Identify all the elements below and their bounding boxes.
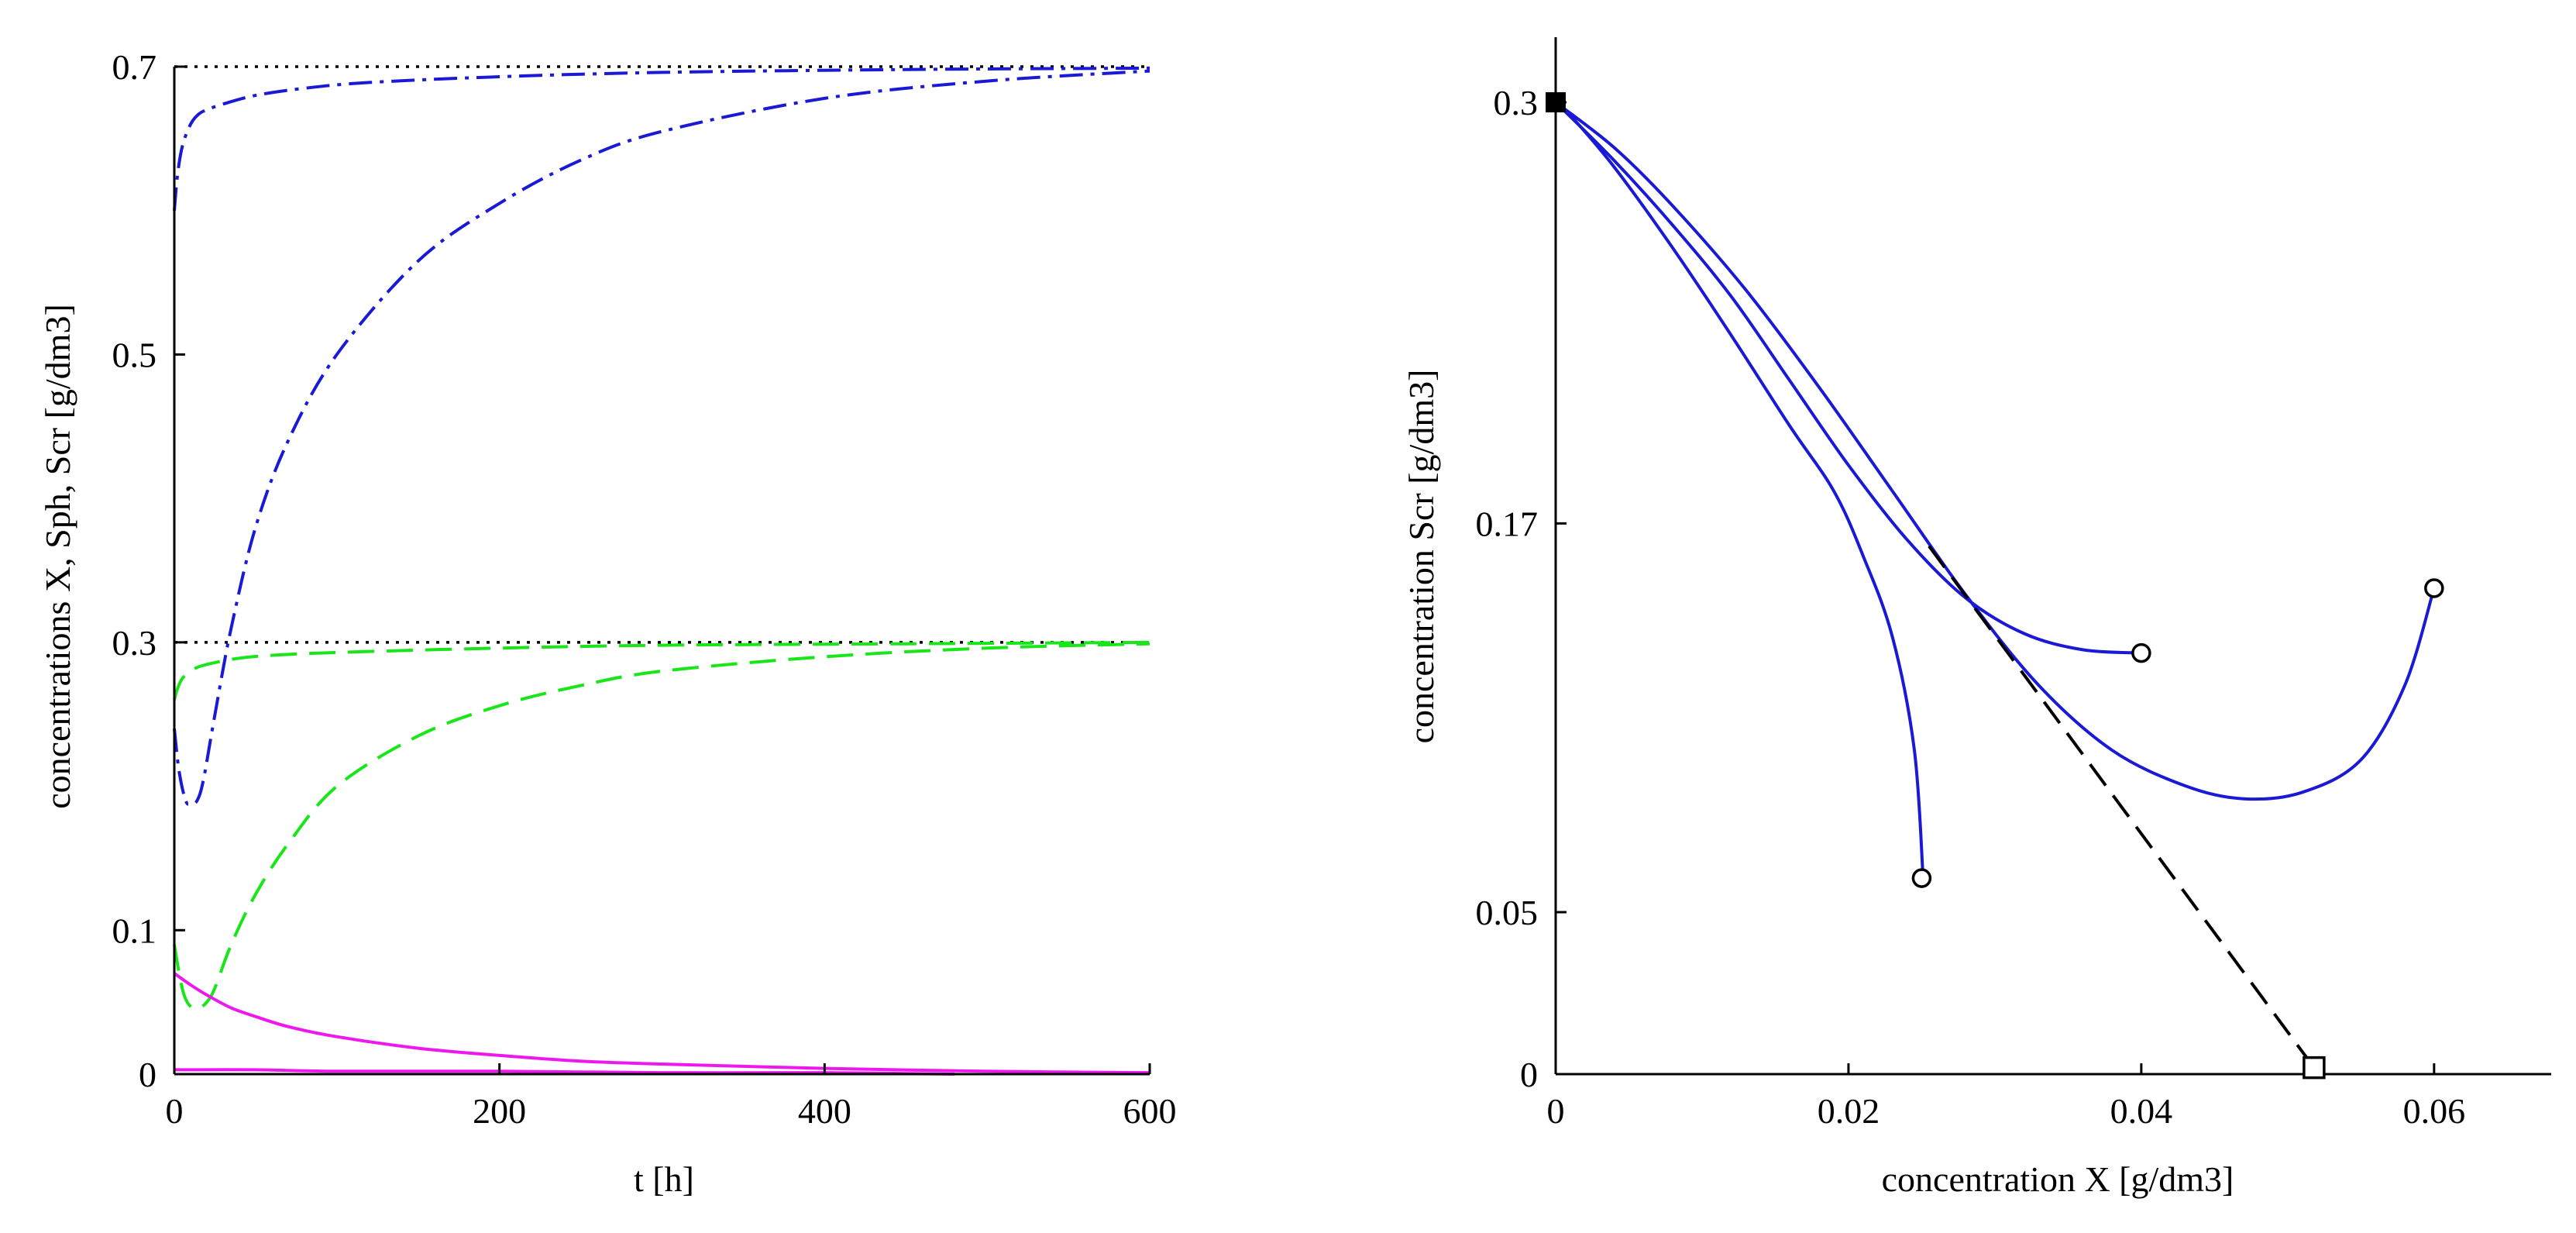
marker-start-circle-0.06 [2424,578,2444,598]
x-tick-label: 600 [1123,1091,1177,1131]
series-line-Scr-fast [173,640,1150,701]
y-axis-label: concentration Scr [g/dm3] [1401,370,1441,744]
marker-start-circle-0.025 [1911,868,1932,888]
y-tick-label: 0.3 [112,623,157,663]
series-line-trajectory-from-0.04 [1554,101,2142,655]
y-tick-label: 0.17 [1476,504,1539,543]
marker-start-circle-0.04 [2131,642,2151,663]
y-tick-label: 0 [1520,1055,1538,1094]
series-line-trajectory-from-0.025 [1554,101,1925,879]
phase-plane-chart: 0 0.02 0.04 0.06 0 0.05 0.17 0.3 concentration X… [1401,37,2551,1199]
series-line-balance-line [1928,545,2316,1069]
y-tick-label: 0 [139,1055,156,1094]
y-tick-label: 0.5 [112,335,157,374]
y-tick-label: 0.7 [112,47,157,87]
series-line-Sph-fast [173,66,1150,211]
x-tick-label: 0.04 [2110,1091,2173,1131]
x-tick-label: 0 [166,1091,184,1131]
y-tick-label: 0.1 [112,911,157,950]
x-tick-label: 0.02 [1818,1091,1880,1131]
x-tick-label: 0.06 [2403,1091,2466,1131]
time-course-chart: 0 200 400 600 0 0.1 0.3 0.5 0.7 t [h] concentratio… [38,47,1177,1199]
x-axis-label: concentration X [g/dm3] [1882,1159,2234,1199]
y-axis-label: concentrations X, Sph, Scr [g/dm3] [38,304,77,809]
series-line-X-main [173,972,1150,1075]
x-tick-label: 400 [798,1091,851,1131]
marker-washout-square [2303,1056,2326,1080]
x-axis-label: t [h] [634,1159,694,1199]
marker-steady-state-square [1546,92,1566,112]
x-tick-label: 200 [473,1091,526,1131]
y-tick-label: 0.05 [1476,893,1539,932]
x-tick-label: 0 [1547,1091,1565,1131]
series-line-trajectory-from-0.06 [1554,101,2436,801]
y-tick-label: 0.3 [1494,83,1539,122]
series-line-Scr-slow [173,642,1150,1011]
series-line-Sph-slow [173,69,1150,806]
